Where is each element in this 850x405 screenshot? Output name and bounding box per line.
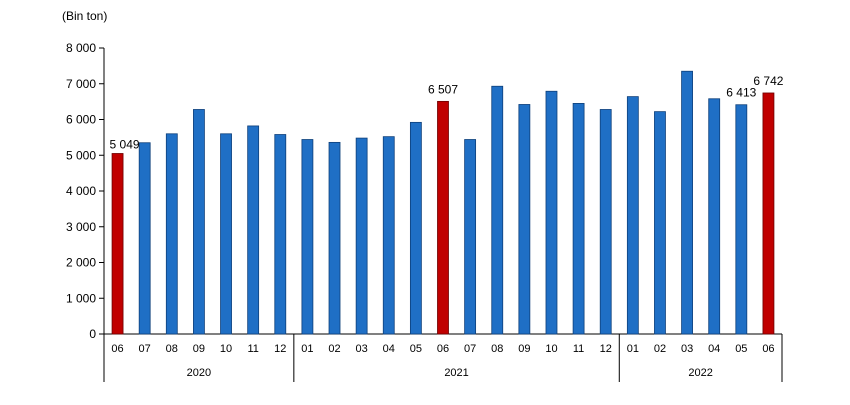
data-label: 6 413: [726, 86, 756, 100]
x-tick-label: 12: [274, 343, 286, 355]
bar-highlight: [762, 92, 775, 335]
y-tick-label: 0: [89, 327, 96, 341]
bar: [138, 142, 151, 335]
y-tick-label: 7 000: [66, 77, 96, 91]
bar: [599, 109, 612, 335]
x-tick-label: 04: [708, 343, 720, 355]
bar: [491, 85, 504, 335]
y-tick-label: 6 000: [66, 113, 96, 127]
x-tick-label: 05: [410, 343, 422, 355]
bar: [247, 125, 260, 335]
x-tick-label: 11: [247, 343, 258, 355]
x-tick-label: 09: [193, 343, 205, 355]
bar: [193, 109, 205, 335]
bar: [220, 133, 232, 335]
x-tick-label: 06: [111, 343, 123, 355]
x-tick-label: 03: [681, 343, 693, 355]
bar: [274, 134, 287, 335]
bar-highlight: [111, 153, 124, 335]
bar: [626, 96, 639, 335]
x-tick-label: 01: [301, 343, 313, 355]
bar: [708, 98, 721, 335]
bar: [735, 104, 748, 335]
bar: [518, 104, 531, 335]
x-tick-label: 07: [464, 343, 476, 355]
x-tick-label: 07: [139, 343, 151, 355]
x-tick-label: 08: [166, 343, 178, 355]
x-tick-label: 02: [328, 343, 340, 355]
bar: [409, 121, 422, 335]
year-label: 2022: [688, 367, 712, 379]
bar: [545, 90, 558, 335]
y-tick-label: 1 000: [66, 291, 96, 305]
unit-label: (Bin ton): [62, 9, 107, 23]
data-label: 6 507: [428, 82, 458, 96]
data-label: 6 742: [753, 74, 783, 88]
bar: [464, 139, 477, 335]
x-tick-label: 09: [518, 343, 530, 355]
x-tick-label: 08: [491, 343, 503, 355]
bar: [382, 136, 395, 335]
x-tick-label: 11: [573, 343, 584, 355]
data-label: 5 049: [110, 137, 140, 151]
y-tick-label: 3 000: [66, 220, 96, 234]
x-tick-label: 10: [220, 343, 232, 355]
year-label: 2021: [444, 367, 468, 379]
bar: [681, 70, 693, 335]
x-tick-label: 03: [356, 343, 368, 355]
bar: [328, 141, 341, 335]
bar: [355, 137, 368, 335]
y-tick-label: 5 000: [66, 148, 96, 162]
x-tick-label: 01: [627, 343, 639, 355]
bar-highlight: [437, 100, 449, 335]
x-tick-label: 04: [383, 343, 395, 355]
bar: [572, 103, 585, 335]
bar: [301, 139, 314, 335]
bar: [654, 111, 666, 335]
x-tick-label: 05: [735, 343, 747, 355]
y-tick-label: 4 000: [66, 184, 96, 198]
x-tick-label: 02: [654, 343, 666, 355]
x-tick-label: 10: [545, 343, 557, 355]
x-tick-label: 12: [600, 343, 612, 355]
y-tick-label: 8 000: [66, 41, 96, 55]
y-tick-label: 2 000: [66, 256, 96, 270]
x-tick-label: 06: [762, 343, 774, 355]
year-label: 2020: [187, 367, 211, 379]
x-tick-label: 06: [437, 343, 449, 355]
bar: [165, 133, 178, 335]
